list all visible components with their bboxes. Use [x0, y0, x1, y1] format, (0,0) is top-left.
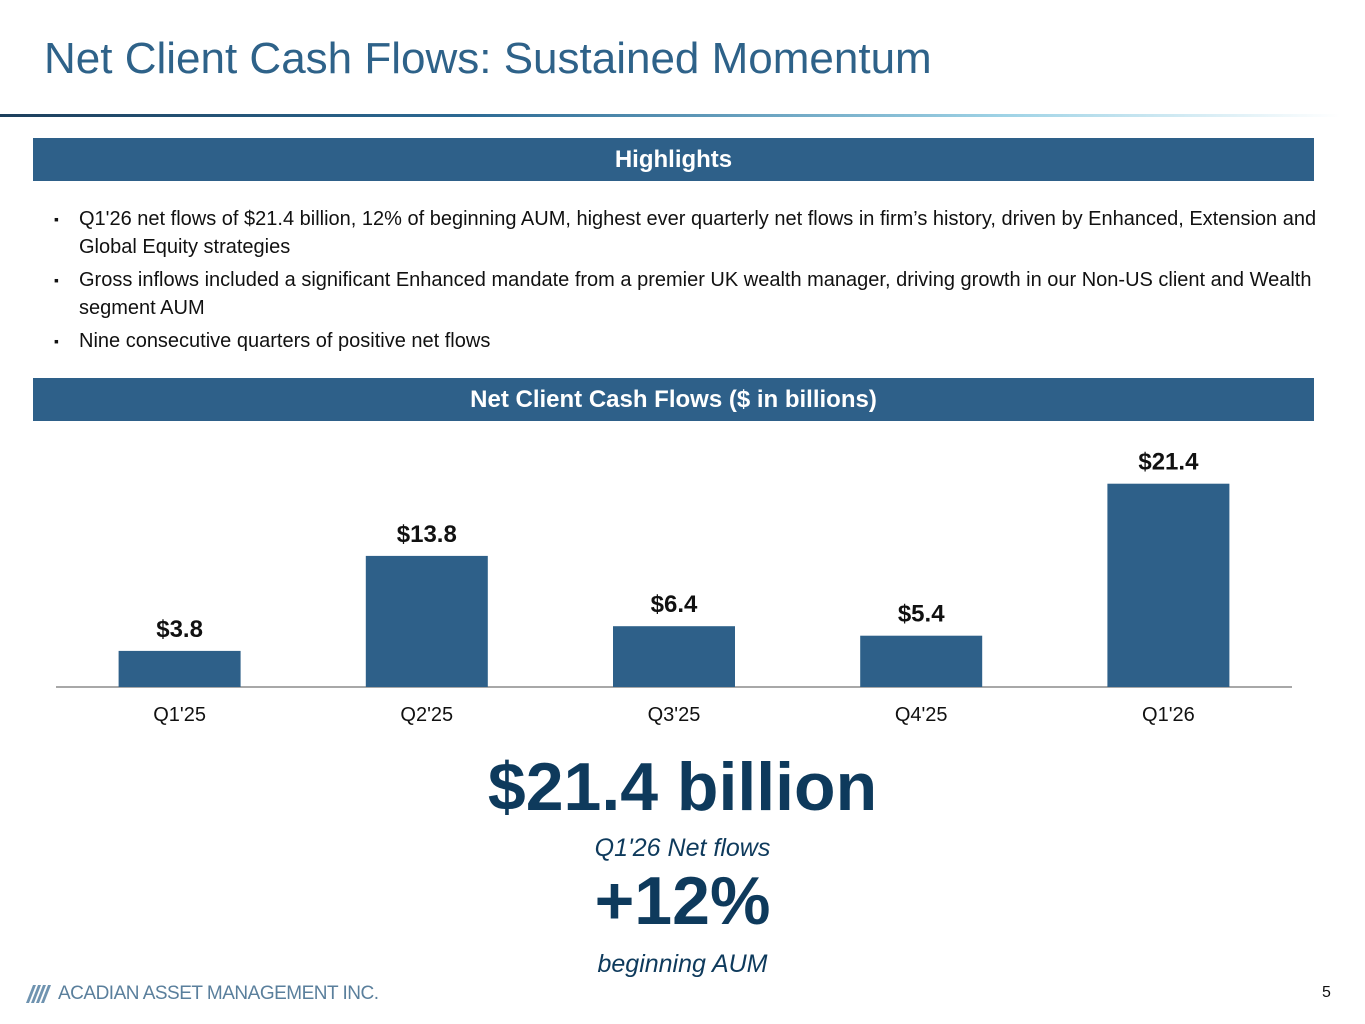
data-label-2: $6.4 — [651, 591, 698, 618]
bar-0 — [118, 650, 241, 687]
bullet-icon: ▪ — [54, 272, 59, 288]
acadian-stripes-logo-icon — [26, 985, 51, 1003]
chart-header: Net Client Cash Flows ($ in billions) — [33, 378, 1314, 421]
callout-amount-label: Q1'26 Net flows — [594, 834, 771, 862]
bullet-icon: ▪ — [54, 211, 59, 227]
tick-label-2: Q3'25 — [648, 704, 701, 726]
bullet-text: Nine consecutive quarters of positive ne… — [79, 330, 491, 352]
data-label-1: $13.8 — [397, 521, 457, 548]
list-item: ▪ Q1'26 net flows of $21.4 billion, 12% … — [54, 205, 1324, 261]
company-logo: ACADIAN ASSET MANAGEMENT INC. — [26, 983, 379, 1005]
page-title: Net Client Cash Flows: Sustained Momentu… — [44, 34, 932, 83]
tick-label-4: Q1'26 — [1142, 704, 1195, 726]
callout-amount: $21.4 billion — [487, 749, 878, 825]
tick-label-1: Q2'25 — [400, 704, 453, 726]
highlights-header: Highlights — [33, 138, 1314, 181]
data-label-0: $3.8 — [156, 616, 203, 643]
bar-3 — [860, 635, 983, 687]
list-item: ▪ Gross inflows included a significant E… — [54, 266, 1324, 322]
bullet-text: Gross inflows included a significant Enh… — [79, 269, 1312, 319]
data-label-3: $5.4 — [898, 601, 945, 628]
logo-text: ACADIAN ASSET MANAGEMENT INC. — [58, 983, 379, 1004]
tick-label-3: Q4'25 — [895, 704, 948, 726]
tick-label-0: Q1'25 — [153, 704, 206, 726]
bar-2 — [613, 626, 735, 687]
net-flows-bar-chart: $3.8 Q1'25 $13.8 Q2'25 $6.4 Q3'25 $5.4 Q4'25 $21… — [56, 449, 1292, 726]
bar-1 — [365, 555, 488, 687]
callout-percent-label: beginning AUM — [597, 950, 768, 978]
callout-percent: +12% — [594, 863, 771, 939]
page-number: 5 — [1322, 984, 1331, 1001]
title-divider — [0, 114, 1340, 117]
list-item: ▪ Nine consecutive quarters of positive … — [54, 327, 1324, 355]
bullet-icon: ▪ — [54, 333, 59, 349]
data-label-4: $21.4 — [1138, 449, 1199, 476]
highlights-list: ▪ Q1'26 net flows of $21.4 billion, 12% … — [54, 205, 1324, 360]
bar-4 — [1107, 483, 1230, 687]
bullet-text: Q1'26 net flows of $21.4 billion, 12% of… — [79, 208, 1317, 258]
